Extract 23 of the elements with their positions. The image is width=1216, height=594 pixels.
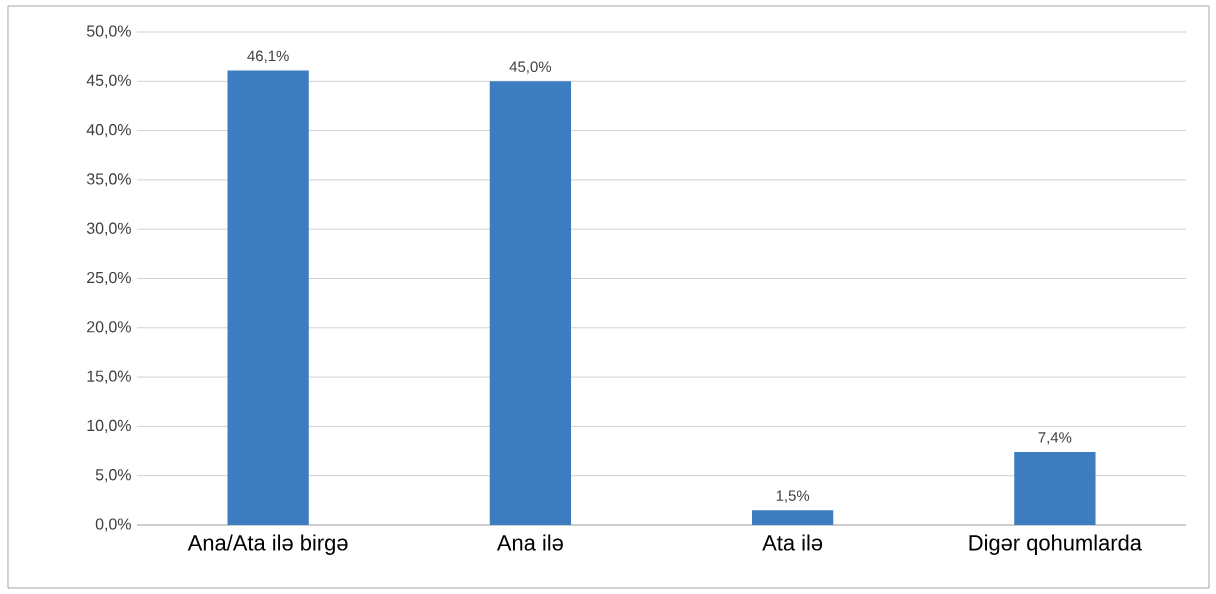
bar bbox=[751, 510, 834, 525]
y-tick-label: 40,0% bbox=[86, 124, 131, 138]
data-label: 45,0% bbox=[509, 61, 552, 74]
bar bbox=[227, 70, 309, 525]
y-tick-label: 30,0% bbox=[86, 222, 131, 236]
y-tick-label: 15,0% bbox=[87, 370, 131, 384]
y-tick-label: 45,0% bbox=[86, 74, 131, 88]
y-tick-label: 35,0% bbox=[86, 173, 131, 187]
x-tick-label: Digər qohumlarda bbox=[969, 534, 1142, 555]
y-tick-label: 10,0% bbox=[87, 419, 131, 433]
data-label: 7,4% bbox=[1038, 432, 1072, 445]
y-tick-label: 5,0% bbox=[95, 469, 131, 483]
x-tick-label: Ata ilə bbox=[762, 534, 823, 551]
x-tick-label: Ana/Ata ilə birgə bbox=[187, 534, 348, 555]
y-tick-label: 25,0% bbox=[87, 271, 131, 286]
x-tick-label: Ana ilə bbox=[496, 534, 563, 551]
y-tick-label: 50,0% bbox=[86, 25, 131, 39]
data-label: 46,1% bbox=[247, 50, 289, 63]
y-tick-label: 20,0% bbox=[87, 321, 131, 335]
bar bbox=[489, 81, 572, 525]
y-tick-label: 0,0% bbox=[95, 518, 131, 532]
data-label: 1,5% bbox=[776, 490, 810, 503]
bar bbox=[1014, 452, 1096, 525]
